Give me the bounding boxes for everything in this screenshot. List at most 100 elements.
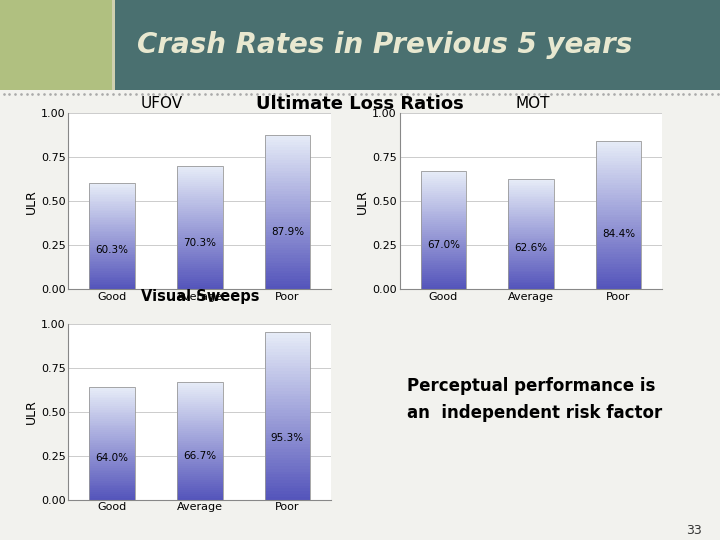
- Bar: [265, 248, 310, 251]
- Text: MOT: MOT: [516, 96, 550, 111]
- Bar: [265, 227, 310, 230]
- Bar: [508, 271, 554, 272]
- Bar: [265, 338, 310, 341]
- Bar: [420, 211, 466, 212]
- Bar: [508, 260, 554, 261]
- Bar: [177, 271, 222, 273]
- Bar: [596, 269, 642, 272]
- Bar: [508, 238, 554, 239]
- Bar: [89, 247, 135, 248]
- Bar: [89, 410, 135, 411]
- Bar: [89, 415, 135, 417]
- Bar: [265, 219, 310, 222]
- Bar: [265, 230, 310, 232]
- Bar: [89, 266, 135, 268]
- Bar: [420, 238, 466, 240]
- Bar: [420, 205, 466, 207]
- Bar: [177, 208, 222, 211]
- Bar: [508, 192, 554, 194]
- Bar: [265, 168, 310, 171]
- Bar: [177, 464, 222, 467]
- Bar: [508, 225, 554, 227]
- Bar: [89, 438, 135, 440]
- Bar: [177, 167, 222, 170]
- Bar: [177, 470, 222, 472]
- Bar: [89, 408, 135, 410]
- Bar: [265, 217, 310, 219]
- Bar: [596, 242, 642, 245]
- Bar: [508, 194, 554, 195]
- Bar: [265, 404, 310, 408]
- Bar: [265, 444, 310, 447]
- Bar: [177, 205, 222, 207]
- Bar: [89, 245, 135, 247]
- Bar: [177, 287, 222, 289]
- Bar: [265, 391, 310, 394]
- Bar: [89, 213, 135, 215]
- Bar: [596, 210, 642, 212]
- Bar: [177, 223, 222, 225]
- Bar: [508, 228, 554, 230]
- Bar: [89, 197, 135, 199]
- Bar: [89, 240, 135, 241]
- Bar: [420, 202, 466, 205]
- Bar: [420, 234, 466, 236]
- Bar: [89, 484, 135, 487]
- Bar: [265, 266, 310, 268]
- Bar: [420, 185, 466, 187]
- Bar: [89, 273, 135, 275]
- Text: Ultimate Loss Ratios: Ultimate Loss Ratios: [256, 94, 464, 113]
- Bar: [89, 218, 135, 220]
- Bar: [596, 168, 642, 171]
- Bar: [420, 212, 466, 214]
- Bar: [177, 254, 222, 256]
- Bar: [89, 492, 135, 494]
- Bar: [177, 386, 222, 388]
- Bar: [508, 267, 554, 269]
- Bar: [420, 177, 466, 179]
- Bar: [265, 374, 310, 377]
- Bar: [508, 247, 554, 248]
- Bar: [596, 207, 642, 210]
- Bar: [265, 238, 310, 240]
- Bar: [596, 141, 642, 143]
- Bar: [508, 201, 554, 203]
- Bar: [89, 414, 135, 415]
- Bar: [508, 212, 554, 214]
- Bar: [596, 227, 642, 230]
- Bar: [420, 261, 466, 264]
- Bar: [177, 186, 222, 188]
- Bar: [596, 195, 642, 198]
- Text: 84.4%: 84.4%: [602, 229, 635, 239]
- Bar: [177, 207, 222, 208]
- Bar: [265, 413, 310, 416]
- Bar: [177, 455, 222, 457]
- Bar: [89, 227, 135, 229]
- Bar: [177, 192, 222, 194]
- Bar: [420, 226, 466, 228]
- Bar: [89, 276, 135, 278]
- Bar: [508, 284, 554, 285]
- Bar: [177, 414, 222, 416]
- Bar: [596, 286, 642, 289]
- Bar: [89, 481, 135, 483]
- Bar: [89, 204, 135, 206]
- Bar: [89, 236, 135, 238]
- Bar: [265, 153, 310, 155]
- Bar: [177, 421, 222, 423]
- Bar: [89, 464, 135, 466]
- Bar: [177, 486, 222, 488]
- Text: Crash Rates in Previous 5 years: Crash Rates in Previous 5 years: [137, 31, 632, 59]
- Bar: [89, 287, 135, 289]
- Bar: [177, 472, 222, 474]
- Bar: [89, 447, 135, 449]
- Bar: [596, 220, 642, 222]
- Bar: [265, 134, 310, 289]
- Bar: [89, 396, 135, 399]
- Bar: [596, 240, 642, 242]
- Bar: [596, 247, 642, 249]
- Bar: [596, 185, 642, 188]
- Bar: [177, 219, 222, 221]
- Bar: [89, 206, 135, 208]
- Bar: [89, 211, 135, 213]
